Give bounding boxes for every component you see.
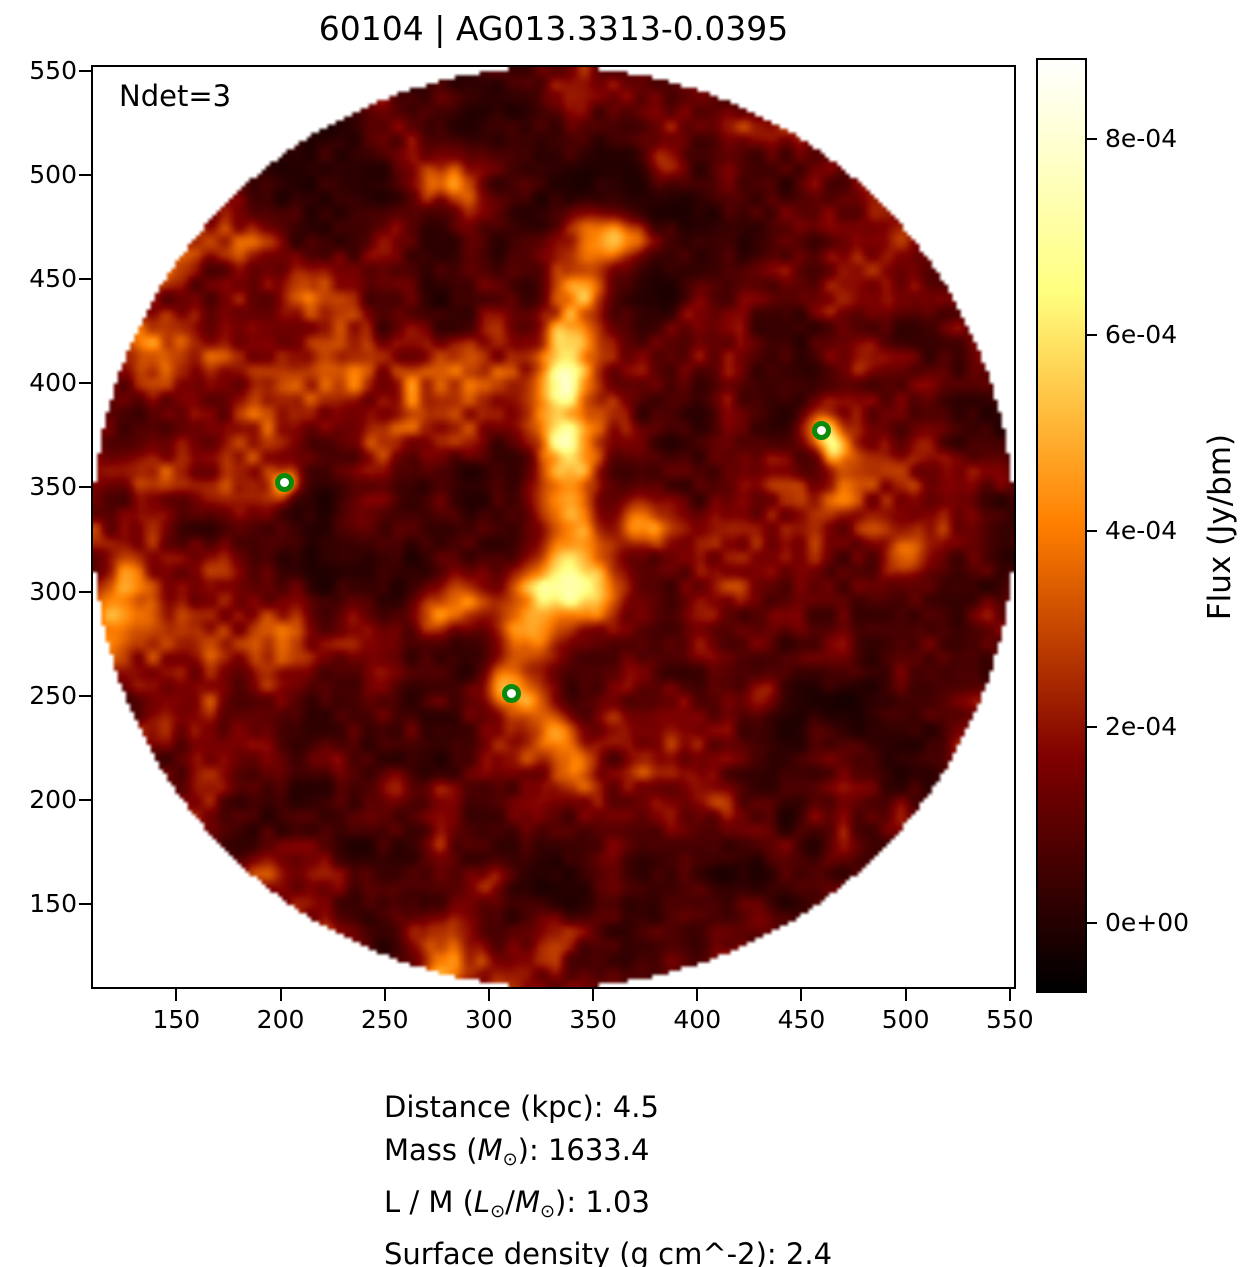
y-tick-label: 150	[29, 888, 77, 918]
x-tick-mark	[696, 989, 699, 1001]
y-tick-label: 200	[29, 784, 77, 814]
x-tick-label: 150	[152, 1005, 201, 1034]
colorbar-tick-mark	[1087, 726, 1097, 729]
colorbar-tick-mark	[1087, 922, 1097, 925]
colorbar-tick-mark	[1087, 138, 1097, 141]
y-tick-mark	[79, 902, 91, 905]
x-tick-mark	[904, 989, 907, 1001]
colorbar-tick-label: 2e-04	[1105, 712, 1178, 742]
x-tick-mark	[1008, 989, 1011, 1001]
x-tick-label: 400	[673, 1005, 722, 1034]
ndet-annotation: Ndet=3	[119, 79, 232, 113]
x-tick-mark	[383, 989, 386, 1001]
x-tick-mark	[487, 989, 490, 1001]
x-tick-label: 300	[465, 1005, 513, 1034]
colorbar-tick-mark	[1087, 334, 1097, 337]
y-tick-mark	[79, 278, 91, 281]
y-tick-label: 350	[29, 472, 77, 502]
y-tick-mark	[79, 590, 91, 593]
y-tick-label: 250	[29, 680, 77, 710]
x-tick-label: 250	[360, 1005, 409, 1034]
detection-marker	[812, 421, 832, 441]
x-tick-label: 350	[569, 1005, 617, 1034]
detection-marker	[274, 473, 294, 493]
x-tick-label: 450	[777, 1005, 826, 1034]
info-line: Mass (M⊙): 1633.4	[384, 1133, 650, 1171]
detection-marker	[501, 683, 521, 703]
x-tick-label: 200	[256, 1005, 305, 1034]
y-tick-label: 550	[29, 56, 77, 86]
y-tick-mark	[79, 798, 91, 801]
y-tick-label: 400	[29, 368, 77, 398]
info-line: L / M (L⊙/M⊙): 1.03	[384, 1185, 650, 1223]
colorbar-label: Flux (Jy/bm)	[1202, 433, 1238, 621]
y-tick-mark	[79, 486, 91, 489]
info-line: Distance (kpc): 4.5	[384, 1090, 659, 1124]
plot-area: Ndet=3	[91, 65, 1016, 989]
info-block: Distance (kpc): 4.5 Mass (M⊙): 1633.4 L / …	[384, 1086, 832, 1267]
colorbar-tick-label: 4e-04	[1105, 516, 1178, 546]
y-tick-label: 450	[29, 264, 77, 294]
x-tick-mark	[800, 989, 803, 1001]
colorbar-tick-mark	[1087, 530, 1097, 533]
colorbar-tick-label: 0e+00	[1105, 908, 1190, 938]
x-tick-label: 500	[881, 1005, 930, 1034]
info-line: Surface density (g cm^-2): 2.4	[384, 1237, 833, 1267]
y-tick-mark	[79, 70, 91, 73]
x-tick-mark	[175, 989, 178, 1001]
x-tick-mark	[592, 989, 595, 1001]
plot-title: 60104 | AG013.3313-0.0395	[318, 9, 789, 48]
y-tick-label: 500	[29, 160, 77, 190]
x-tick-label: 550	[985, 1005, 1034, 1034]
colorbar-tick-label: 8e-04	[1105, 124, 1178, 154]
colorbar	[1036, 58, 1087, 993]
y-tick-mark	[79, 174, 91, 177]
colorbar-tick-label: 6e-04	[1105, 320, 1178, 350]
y-tick-label: 300	[29, 576, 77, 606]
x-tick-mark	[279, 989, 282, 1001]
y-tick-mark	[79, 382, 91, 385]
y-tick-mark	[79, 694, 91, 697]
flux-image	[93, 67, 1014, 987]
colorbar-gradient	[1038, 60, 1085, 991]
